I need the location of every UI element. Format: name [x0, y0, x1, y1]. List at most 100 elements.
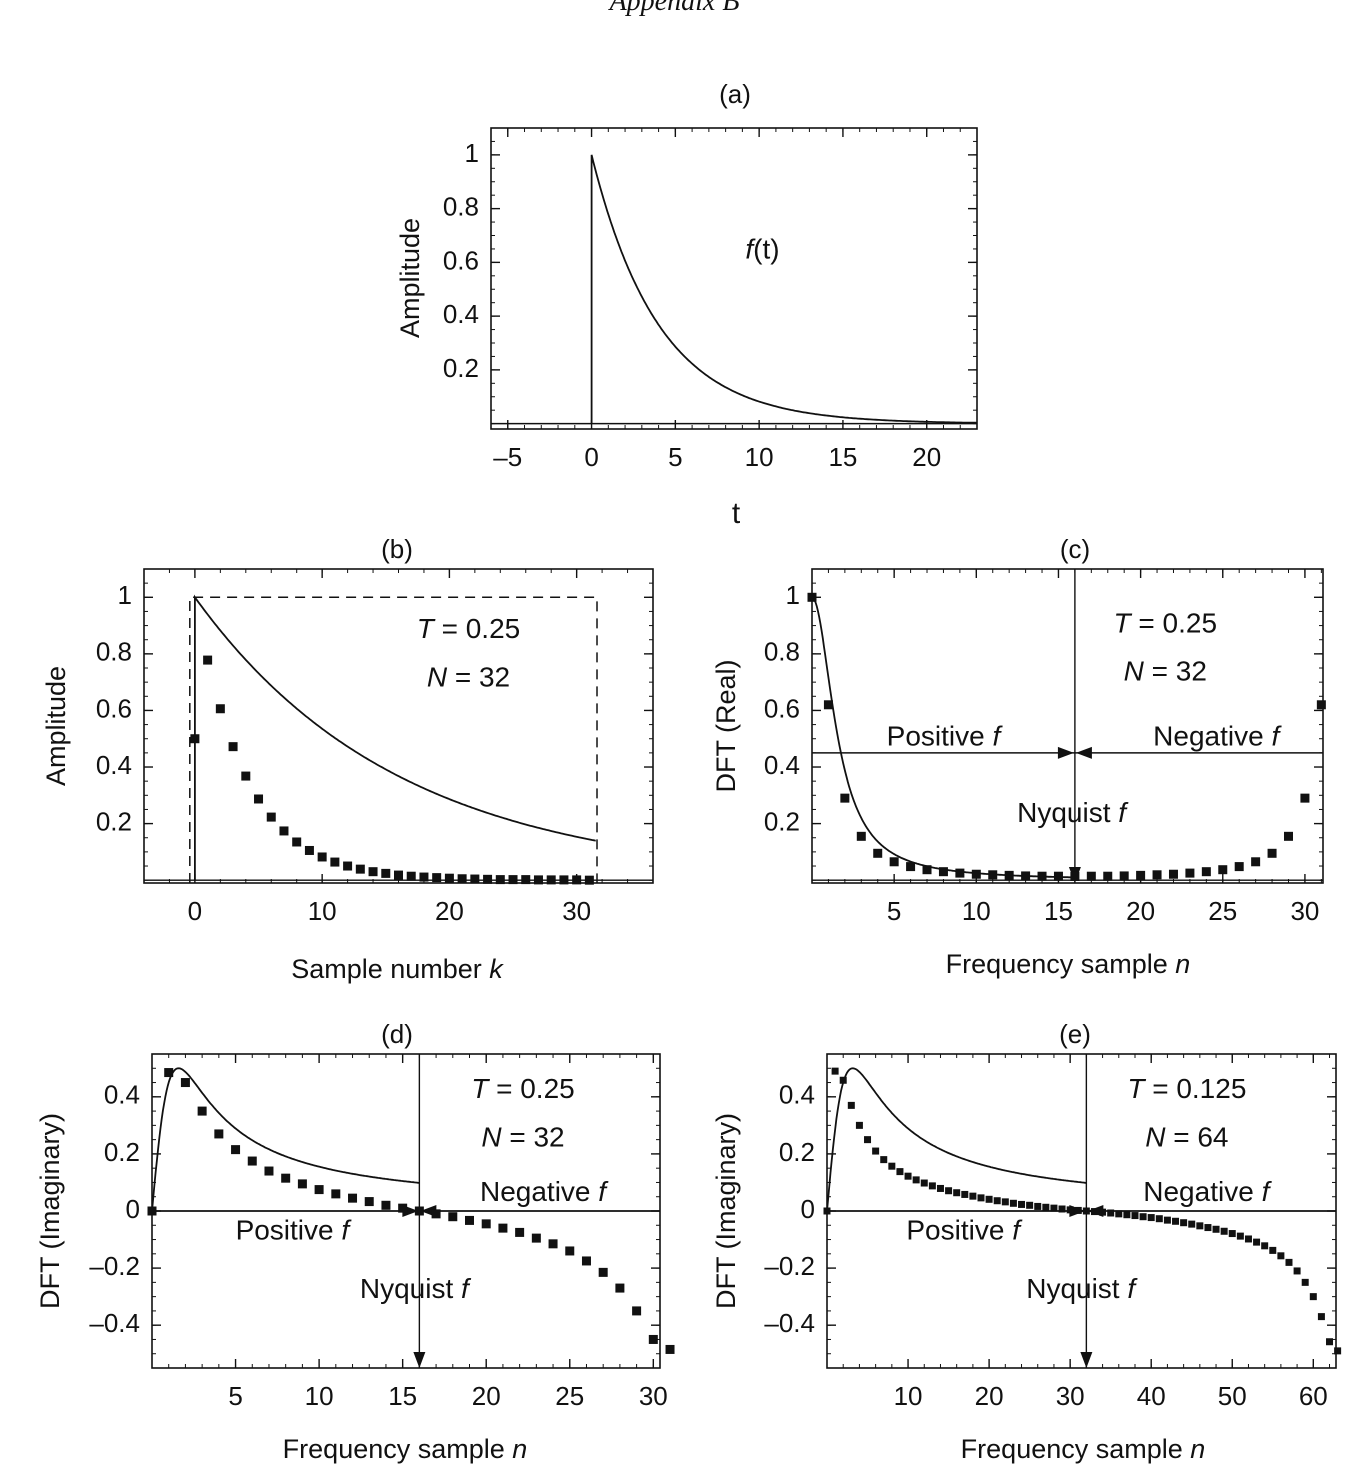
- data-point: [228, 742, 238, 752]
- y-tick-label: 1: [786, 580, 800, 610]
- annotation: Negative f: [480, 1176, 609, 1207]
- annotation: Positive f: [236, 1215, 353, 1246]
- data-point: [515, 1227, 525, 1237]
- data-point: [190, 734, 200, 744]
- data-point: [928, 1182, 936, 1190]
- annotation: Negative f: [1143, 1176, 1272, 1207]
- x-tick-label: 5: [228, 1381, 242, 1411]
- data-point: [1147, 1214, 1155, 1222]
- data-points: [147, 1068, 675, 1354]
- data-point: [856, 831, 866, 841]
- data-point: [1244, 1235, 1252, 1243]
- x-tick-label: 30: [562, 896, 591, 926]
- continuous-curve: [826, 1067, 1087, 1212]
- data-point: [1131, 1212, 1139, 1220]
- data-point: [1326, 1338, 1334, 1346]
- data-point: [164, 1068, 174, 1078]
- data-point: [1136, 870, 1146, 880]
- data-point: [839, 1076, 847, 1084]
- data-point: [872, 1147, 880, 1155]
- y-tick-label: 0.4: [104, 1080, 140, 1110]
- x-tick-label: 30: [1056, 1381, 1085, 1411]
- x-tick-label: 60: [1299, 1381, 1328, 1411]
- data-point: [961, 1190, 969, 1198]
- x-tick-label: 50: [1218, 1381, 1247, 1411]
- data-point: [1058, 1205, 1066, 1213]
- data-point: [888, 1162, 896, 1170]
- data-point: [432, 873, 442, 883]
- data-point: [521, 875, 531, 885]
- data-point: [904, 1172, 912, 1180]
- data-point: [498, 1223, 508, 1233]
- y-tick-label: 0.6: [443, 245, 479, 275]
- data-point: [969, 1192, 977, 1200]
- data-point: [348, 1193, 358, 1203]
- data-point: [368, 867, 378, 877]
- data-point: [331, 1189, 341, 1199]
- data-point: [1269, 1246, 1277, 1254]
- data-point: [632, 1306, 642, 1316]
- chart-panel-d: (d) 5 10 15 20 25 30 –0.4 –0.2 0 0.2 0.4 Frequency s…: [35, 1019, 675, 1464]
- minor-ticks: [490, 127, 978, 429]
- x-tick-label: 30: [1290, 896, 1319, 926]
- data-point: [1123, 1211, 1131, 1219]
- data-point: [1099, 1208, 1107, 1216]
- x-tick-label: 25: [1208, 896, 1237, 926]
- data-point: [147, 1206, 157, 1216]
- data-point: [945, 1187, 953, 1195]
- data-point: [1115, 1210, 1123, 1218]
- data-point: [581, 1256, 591, 1266]
- data-point: [215, 704, 225, 714]
- data-point: [847, 1101, 855, 1109]
- data-point: [214, 1129, 224, 1139]
- data-point: [1168, 869, 1178, 879]
- data-point: [1066, 1206, 1074, 1214]
- data-point: [1188, 1220, 1196, 1228]
- x-tick-label: 20: [975, 1381, 1004, 1411]
- data-point: [297, 1179, 307, 1189]
- nyquist-arrow: [413, 1352, 426, 1368]
- x-tick-label: 20: [1126, 896, 1155, 926]
- data-point: [648, 1334, 658, 1344]
- annotation: Positive f: [887, 721, 1004, 752]
- plot-frame: [490, 127, 978, 430]
- data-point: [1309, 1293, 1317, 1301]
- x-tick-label: 40: [1137, 1381, 1166, 1411]
- data-point: [1185, 868, 1195, 878]
- data-points: [190, 655, 594, 885]
- data-point: [1253, 1238, 1261, 1246]
- data-point: [993, 1197, 1001, 1205]
- data-point: [873, 848, 883, 858]
- annotation: Nyquist f: [360, 1273, 472, 1304]
- x-tick-label: 20: [472, 1381, 501, 1411]
- page-header: Appendix B: [609, 0, 740, 17]
- x-tick-label: 10: [308, 896, 337, 926]
- data-point: [381, 868, 391, 878]
- x-tick-label: 15: [388, 1381, 417, 1411]
- negative-f-arrow: [1075, 746, 1092, 759]
- x-tick-label: 20: [435, 896, 464, 926]
- chart-panel-c: (c) 5 10 15 20 25 30 0.2 0.4 0.6 0.8 1 Frequency sam…: [711, 534, 1326, 979]
- x-axis-label: t: [732, 497, 741, 530]
- data-point: [665, 1344, 675, 1354]
- annotation: N = 32: [427, 662, 510, 693]
- annotation: N = 32: [481, 1122, 564, 1153]
- data-point: [381, 1200, 391, 1210]
- data-point: [1090, 1208, 1098, 1216]
- annotation: Nyquist f: [1026, 1273, 1138, 1304]
- data-point: [936, 1184, 944, 1192]
- x-axis-label: Frequency sample n: [961, 1434, 1206, 1464]
- data-point: [565, 1246, 575, 1256]
- data-point: [1261, 1242, 1269, 1250]
- data-point: [203, 655, 213, 665]
- nyquist-arrow: [1080, 1352, 1093, 1368]
- data-point: [1042, 1203, 1050, 1211]
- y-tick-label: 0.8: [764, 637, 800, 667]
- data-point: [231, 1145, 241, 1155]
- data-point: [823, 700, 833, 710]
- data-point: [465, 1215, 474, 1225]
- y-tick-label: –0.4: [89, 1308, 140, 1338]
- data-point: [1201, 867, 1211, 877]
- y-axis-label: DFT (Imaginary): [35, 1113, 65, 1309]
- y-tick-label: –0.2: [89, 1251, 140, 1281]
